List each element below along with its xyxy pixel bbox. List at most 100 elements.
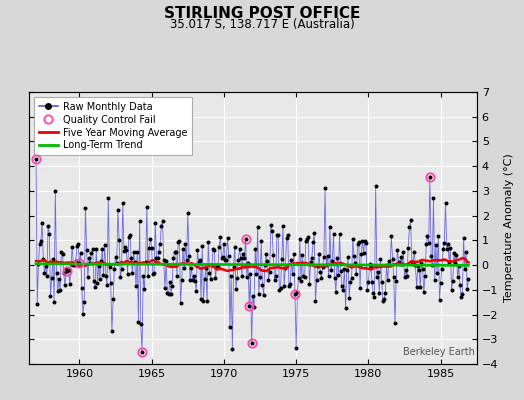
Point: [462, 249, 470, 255]
Point: [45, 230, 53, 237]
Point: [257, 238, 266, 245]
Point: [120, 248, 128, 254]
Point: [108, 328, 116, 334]
Point: [324, 273, 333, 280]
Point: [272, 232, 281, 238]
Point: [223, 235, 232, 242]
Point: [92, 246, 101, 252]
Point: [219, 254, 227, 260]
Point: [155, 249, 163, 256]
Point: [396, 260, 404, 267]
Point: [68, 244, 77, 250]
Point: [262, 251, 270, 258]
Point: [336, 268, 345, 274]
Point: [267, 221, 275, 228]
Point: [303, 236, 311, 242]
Point: [239, 250, 247, 257]
Point: [415, 266, 423, 273]
Point: [106, 280, 115, 286]
Point: [452, 251, 461, 258]
Point: [168, 282, 177, 289]
Point: [428, 262, 436, 268]
Point: [149, 271, 157, 278]
Point: [96, 275, 104, 282]
Point: [320, 253, 328, 260]
Point: [91, 284, 99, 290]
Point: [412, 284, 421, 290]
Point: [304, 234, 312, 240]
Point: [401, 267, 410, 274]
Point: [81, 204, 90, 211]
Point: [357, 251, 365, 258]
Point: [63, 268, 72, 274]
Point: [249, 293, 257, 300]
Point: [189, 277, 197, 283]
Point: [183, 210, 192, 216]
Point: [159, 257, 168, 263]
Point: [370, 294, 379, 300]
Point: [50, 298, 58, 305]
Point: [338, 283, 346, 289]
Point: [111, 254, 119, 260]
Point: [187, 265, 195, 271]
Point: [48, 274, 56, 281]
Point: [38, 219, 46, 226]
Point: [201, 276, 209, 282]
Point: [227, 273, 235, 279]
Point: [213, 262, 221, 269]
Point: [150, 270, 158, 276]
Point: [345, 295, 353, 301]
Point: [368, 279, 376, 285]
Point: [258, 282, 267, 288]
Point: [75, 260, 84, 266]
Point: [458, 290, 466, 297]
Point: [103, 282, 111, 288]
Point: [425, 174, 434, 180]
Text: Berkeley Earth: Berkeley Earth: [403, 347, 475, 357]
Point: [129, 248, 138, 255]
Point: [278, 256, 286, 262]
Point: [217, 254, 226, 261]
Point: [316, 269, 324, 275]
Point: [243, 274, 251, 280]
Point: [255, 291, 263, 297]
Point: [115, 237, 123, 243]
Point: [450, 250, 458, 256]
Point: [438, 266, 446, 272]
Point: [53, 288, 62, 294]
Point: [234, 257, 243, 264]
Point: [389, 274, 398, 281]
Point: [105, 264, 114, 270]
Point: [195, 257, 204, 264]
Point: [443, 246, 451, 252]
Point: [247, 340, 256, 346]
Point: [41, 263, 50, 269]
Point: [422, 241, 430, 247]
Point: [167, 290, 175, 297]
Point: [369, 290, 377, 296]
Point: [421, 272, 429, 279]
Point: [334, 272, 343, 278]
Point: [419, 266, 427, 272]
Point: [307, 259, 315, 265]
Point: [266, 268, 274, 275]
Point: [197, 296, 205, 302]
Point: [89, 246, 97, 252]
Point: [386, 262, 395, 268]
Point: [140, 286, 149, 292]
Point: [359, 250, 368, 256]
Point: [73, 243, 81, 249]
Point: [46, 293, 54, 300]
Point: [417, 260, 425, 266]
Point: [384, 277, 392, 284]
Point: [203, 298, 211, 304]
Point: [408, 259, 416, 265]
Point: [79, 310, 87, 317]
Point: [381, 290, 389, 297]
Point: [346, 279, 355, 285]
Point: [33, 301, 41, 307]
Point: [57, 249, 66, 255]
Point: [69, 262, 78, 268]
Point: [102, 273, 110, 279]
Point: [242, 236, 250, 242]
